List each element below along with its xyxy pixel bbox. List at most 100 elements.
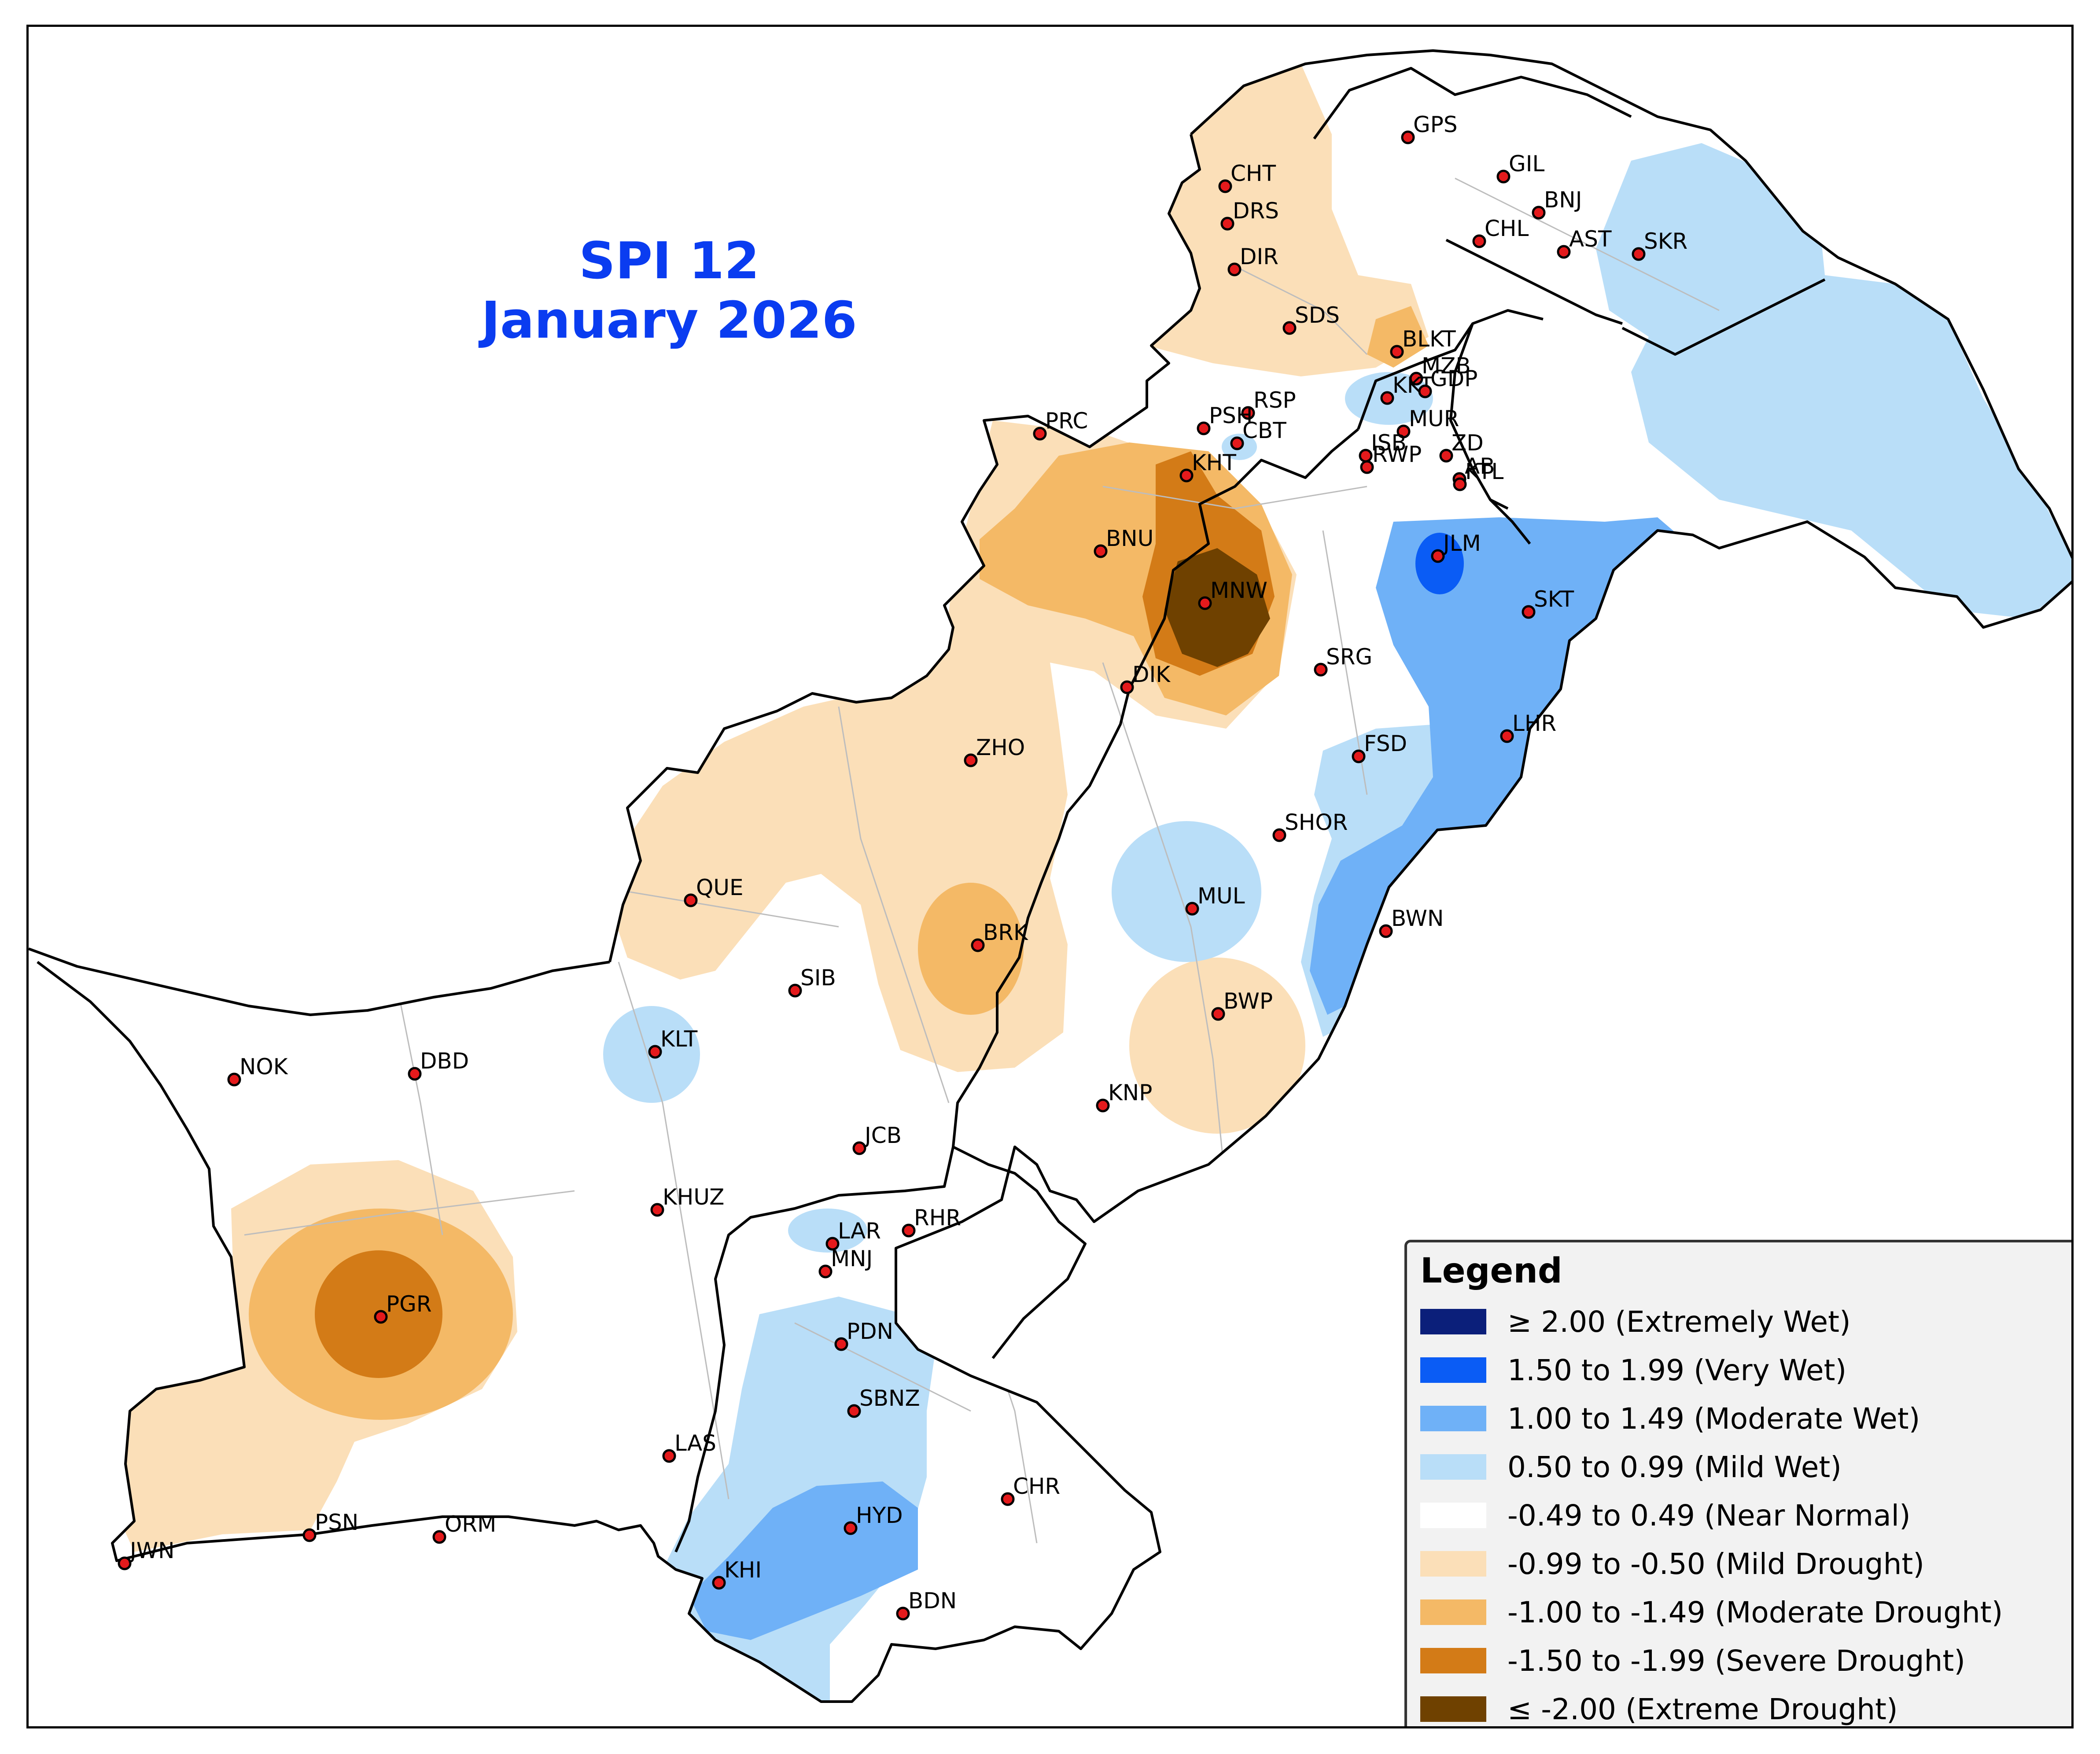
station-dot	[971, 938, 985, 952]
station-label: SKR	[1644, 228, 1687, 254]
station-skt: SKT	[1522, 586, 1574, 619]
station-dot	[408, 1067, 422, 1081]
station-label: DIK	[1132, 662, 1171, 687]
station-zd: ZD	[1439, 430, 1484, 463]
map-subtitle: January 2026	[481, 291, 857, 350]
station-label: GPS	[1413, 112, 1458, 137]
legend-swatch	[1420, 1648, 1486, 1673]
station-psh: PSH	[1197, 403, 1253, 435]
station-label: BRK	[983, 920, 1028, 945]
station-label: KHI	[724, 1557, 762, 1583]
legend-label: 1.00 to 1.49 (Moderate Wet)	[1507, 1401, 1920, 1436]
station-dot	[1632, 247, 1646, 261]
station-que: QUE	[684, 875, 744, 907]
station-label: GIL	[1509, 151, 1544, 177]
station-rhr: RHR	[902, 1205, 961, 1238]
station-dot	[1379, 924, 1393, 938]
station-jlm: JLM	[1431, 531, 1481, 563]
station-dot	[896, 1607, 910, 1621]
mild-wet-zone	[1112, 821, 1261, 962]
mild-wet-zone	[788, 1209, 867, 1253]
station-label: PSN	[315, 1510, 358, 1535]
station-cbt: CBT	[1230, 418, 1286, 450]
legend-label: -1.00 to -1.49 (Moderate Drought)	[1507, 1595, 2003, 1629]
station-label: KHUZ	[663, 1184, 724, 1210]
station-dot	[302, 1528, 317, 1542]
moderate-drought-zone	[1367, 306, 1429, 368]
station-khuz: KHUZ	[650, 1184, 724, 1217]
station-khi: KHI	[712, 1557, 762, 1590]
legend-label: 0.50 to 0.99 (Mild Wet)	[1507, 1450, 1842, 1484]
station-label: MZB	[1422, 353, 1471, 379]
station-hyd: HYD	[844, 1503, 903, 1535]
mild-drought-zone	[1129, 958, 1305, 1134]
station-label: PSH	[1209, 403, 1253, 428]
station-lar: LAR	[825, 1218, 881, 1251]
station-bdn: BDN	[896, 1588, 957, 1621]
station-dot	[825, 1237, 840, 1251]
station-bwp: BWP	[1211, 988, 1273, 1021]
station-ktl: KTL	[1453, 459, 1503, 491]
legend-label: -0.99 to -0.50 (Mild Drought)	[1507, 1547, 1925, 1581]
station-mul: MUL	[1185, 883, 1245, 916]
station-gil: GIL	[1496, 151, 1544, 184]
station-dot	[1453, 477, 1467, 491]
legend-swatch	[1420, 1696, 1486, 1722]
station-label: PGR	[386, 1291, 432, 1317]
station-klt: KLT	[648, 1026, 698, 1059]
station-dot	[1431, 549, 1445, 563]
station-label: BLKT	[1402, 326, 1456, 352]
station-label: KLT	[660, 1026, 698, 1052]
station-dot	[684, 893, 698, 907]
station-dot	[1418, 384, 1432, 398]
station-label: FSD	[1364, 731, 1407, 756]
station-label: RSP	[1253, 387, 1296, 413]
legend-item: -1.00 to -1.49 (Moderate Drought)	[1420, 1595, 2003, 1630]
legend-swatch	[1420, 1599, 1486, 1625]
national-boundary-w	[29, 947, 610, 1016]
station-pdn: PDN	[834, 1319, 893, 1351]
station-dot	[432, 1530, 446, 1544]
station-label: DRS	[1233, 198, 1279, 224]
legend-item: 1.50 to 1.99 (Very Wet)	[1420, 1352, 1846, 1388]
province-boundary	[1313, 67, 1632, 140]
station-label: KNP	[1108, 1080, 1152, 1105]
station-las: LAS	[662, 1430, 716, 1463]
station-label: BWP	[1223, 988, 1273, 1014]
station-lhr: LHR	[1500, 711, 1556, 743]
station-dot	[1401, 130, 1415, 144]
mild-wet-zone	[1596, 143, 2071, 619]
station-label: HYD	[856, 1503, 903, 1528]
station-shor: SHOR	[1272, 810, 1348, 842]
station-brk: BRK	[971, 920, 1028, 952]
legend-swatch	[1420, 1406, 1486, 1431]
station-label: KTL	[1465, 459, 1503, 484]
legend-label: -1.50 to -1.99 (Severe Drought)	[1507, 1643, 1965, 1678]
station-label: GDP	[1430, 366, 1477, 391]
station-bwn: BWN	[1379, 906, 1444, 938]
station-dot	[818, 1264, 833, 1279]
station-label: JCB	[863, 1123, 902, 1148]
station-label: ISB	[1371, 430, 1407, 456]
station-mnj: MNJ	[818, 1246, 873, 1279]
station-psn: PSN	[302, 1510, 358, 1542]
station-prc: PRC	[1033, 408, 1088, 441]
legend-label: ≤ -2.00 (Extreme Drought)	[1507, 1692, 1898, 1726]
station-dot	[1218, 179, 1232, 193]
station-label: KHT	[1192, 450, 1236, 475]
moderate-drought-zone	[918, 883, 1024, 1015]
province-boundary	[952, 428, 1359, 1147]
station-dot	[1241, 406, 1255, 420]
station-dot	[1314, 663, 1328, 677]
national-boundary	[37, 49, 2071, 1703]
province-boundary	[1489, 498, 1531, 545]
station-sds: SDS	[1282, 302, 1340, 335]
station-dot	[1500, 729, 1514, 743]
station-dot	[834, 1337, 848, 1351]
station-srg: SRG	[1314, 644, 1372, 677]
station-label: SBNZ	[859, 1386, 920, 1411]
extreme-drought-zone	[1164, 548, 1270, 667]
station-dot	[1220, 217, 1234, 231]
